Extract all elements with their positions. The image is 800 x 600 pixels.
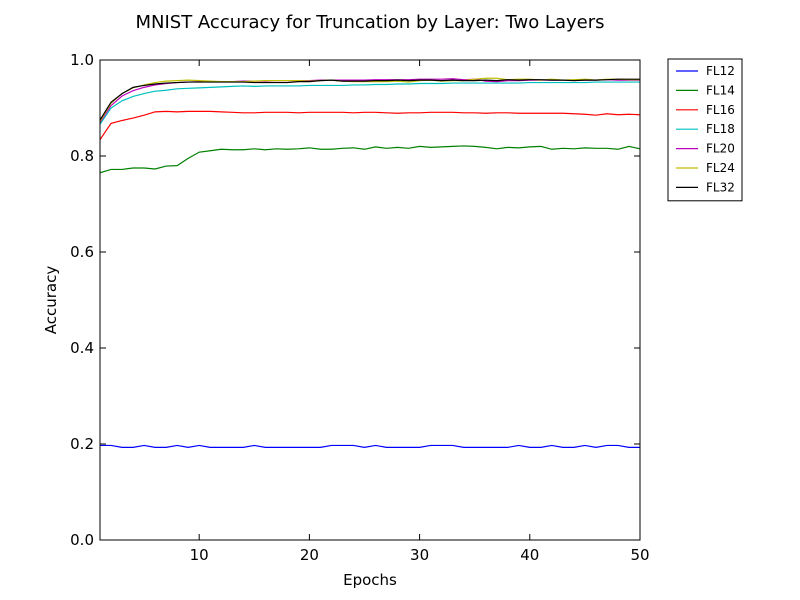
plot-frame — [99, 59, 641, 541]
chart-title: MNIST Accuracy for Truncation by Layer: … — [135, 12, 604, 33]
series-line-fl24 — [100, 77, 640, 122]
series-group — [100, 77, 640, 448]
legend: FL12 FL14 FL16 FL18 FL20 FL24 FL32 — [667, 58, 743, 202]
x-tick-label: 40 — [520, 546, 539, 564]
y-tick-label: 0.6 — [70, 243, 94, 261]
x-axis-label: Epochs — [343, 571, 397, 589]
legend-label-fl16: FL16 — [706, 103, 735, 117]
x-tick-label: 20 — [300, 546, 319, 564]
legend-label-fl20: FL20 — [706, 142, 735, 156]
y-tick-label: 0.4 — [70, 339, 94, 357]
x-tick-label: 30 — [410, 546, 429, 564]
series-line-fl16 — [100, 110, 640, 141]
series-line-fl18 — [100, 81, 640, 125]
legend-label-fl14: FL14 — [706, 83, 735, 97]
legend-label-fl18: FL18 — [706, 122, 735, 136]
y-tick-label: 0.0 — [70, 531, 94, 549]
y-tick-label: 1.0 — [70, 51, 94, 69]
series-line-fl14 — [100, 145, 640, 174]
x-tick-label: 10 — [190, 546, 209, 564]
y-axis-label: Accuracy — [42, 266, 60, 335]
plot-area: 10 20 30 40 50 0.0 0.2 0.4 0.6 0.8 1.0 — [70, 51, 649, 564]
legend-label-fl12: FL12 — [706, 64, 735, 78]
legend-label-fl32: FL32 — [706, 180, 735, 194]
x-tick-label: 50 — [630, 546, 649, 564]
series-line-fl12 — [100, 444, 640, 448]
legend-box — [667, 58, 743, 202]
legend-label-fl24: FL24 — [706, 161, 735, 175]
y-tick-label: 0.2 — [70, 435, 94, 453]
y-tick-label: 0.8 — [70, 147, 94, 165]
series-line-fl32 — [100, 78, 640, 121]
